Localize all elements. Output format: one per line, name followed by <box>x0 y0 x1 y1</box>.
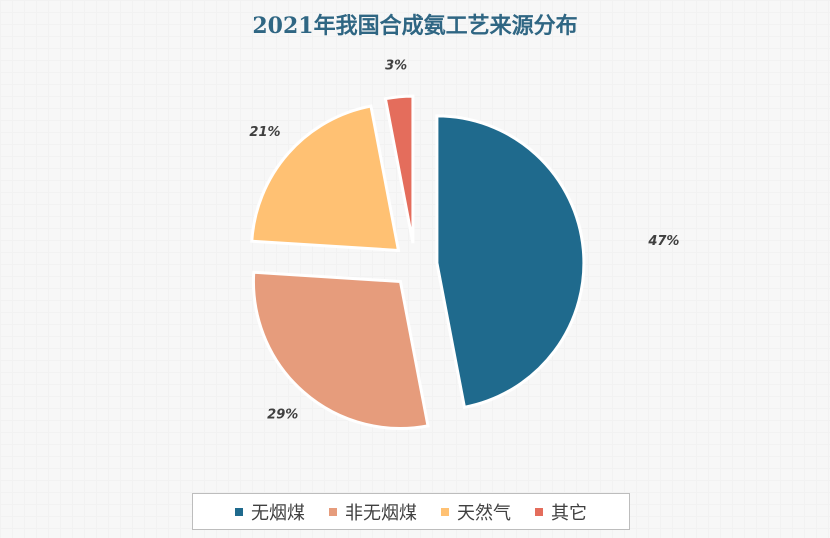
chart-title: 2021年我国合成氨工艺来源分布 <box>252 13 578 39</box>
legend-swatch-natural-gas <box>441 507 449 516</box>
legend-item-natural-gas: 天然气 <box>441 499 511 525</box>
data-label-other: 3% <box>385 58 407 73</box>
legend-item-non-anthracite: 非无烟煤 <box>329 499 417 525</box>
legend-swatch-non-anthracite <box>329 507 337 516</box>
data-label-non-anthracite: 29% <box>267 408 298 423</box>
legend-label-non-anthracite: 非无烟煤 <box>345 502 417 524</box>
legend-item-anthracite: 无烟煤 <box>235 499 305 525</box>
legend-label-natural-gas: 天然气 <box>457 502 511 524</box>
legend: 无烟煤 非无烟煤 天然气 其它 <box>192 493 630 530</box>
legend-label-other: 其它 <box>551 502 587 524</box>
legend-item-other: 其它 <box>535 499 587 525</box>
legend-swatch-anthracite <box>235 507 243 516</box>
pie-slice-other <box>383 94 415 244</box>
data-label-anthracite: 47% <box>647 234 679 249</box>
pie-slice-natural-gas <box>250 104 401 253</box>
pie-slice-non-anthracite <box>251 270 430 430</box>
pie-slice-anthracite <box>435 114 586 410</box>
data-label-natural-gas: 21% <box>249 125 280 140</box>
legend-swatch-other <box>535 507 543 516</box>
legend-label-anthracite: 无烟煤 <box>251 502 305 524</box>
